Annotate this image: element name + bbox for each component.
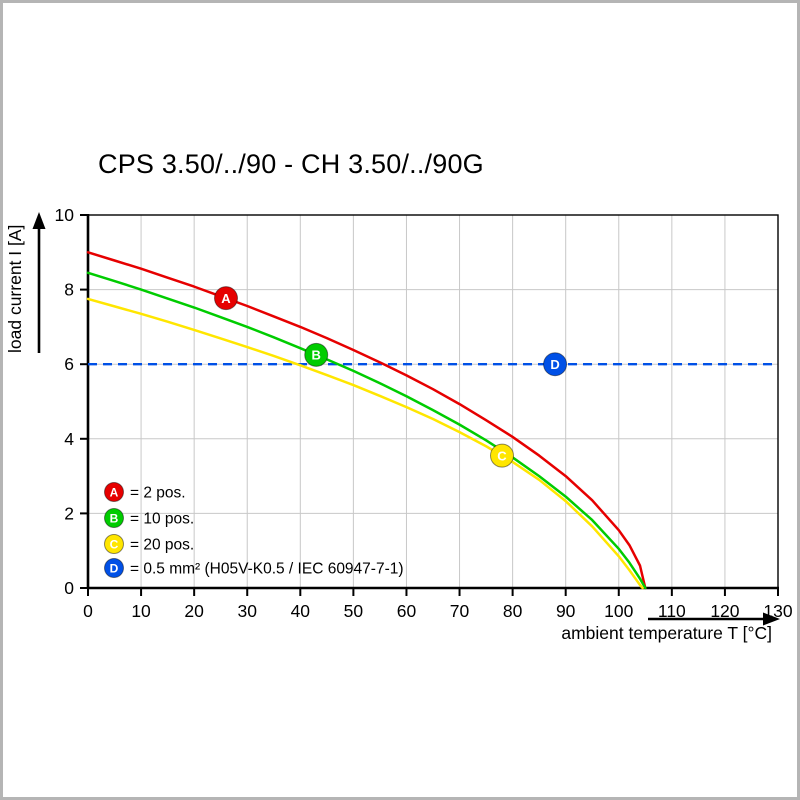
x-tick-label: 20 — [184, 601, 204, 621]
x-tick-label: 0 — [83, 601, 93, 621]
y-tick-label: 8 — [64, 280, 74, 300]
y-axis-arrowhead-icon — [32, 212, 46, 229]
x-tick-label: 60 — [397, 601, 417, 621]
x-tick-label: 50 — [344, 601, 364, 621]
y-tick-label: 0 — [64, 578, 74, 598]
legend-marker-C-icon — [104, 534, 124, 554]
y-axis-label: load current I [A] — [5, 224, 25, 354]
x-tick-label: 90 — [556, 601, 576, 621]
legend-text-C: = 20 pos. — [130, 537, 194, 554]
curve-A — [86, 251, 647, 590]
x-tick-label: 80 — [503, 601, 523, 621]
x-axis-arrowhead-icon — [763, 612, 780, 626]
curve-B — [86, 271, 647, 590]
x-tick-label: 100 — [604, 601, 633, 621]
chart-title: CPS 3.50/../90 - CH 3.50/../90G — [98, 149, 484, 179]
marker-C-letter: C — [497, 448, 507, 463]
curve-C — [86, 297, 644, 590]
x-tick-label: 10 — [131, 601, 151, 621]
marker-D-letter: D — [550, 357, 559, 372]
legend-marker-B-letter: B — [110, 511, 119, 525]
legend-marker-A-letter: A — [110, 485, 119, 499]
legend-text-D: = 0.5 mm² (H05V-K0.5 / IEC 60947-7-1) — [130, 561, 404, 578]
y-tick-label: 2 — [64, 503, 74, 523]
y-tick-label: 4 — [64, 429, 74, 449]
x-tick-label: 110 — [658, 601, 686, 621]
plot-area — [88, 215, 778, 588]
x-axis-label: ambient temperature T [°C] — [561, 623, 772, 643]
legend-marker-D-letter: D — [110, 561, 119, 575]
legend-marker-C-letter: C — [110, 537, 119, 551]
legend-marker-A-icon — [104, 482, 124, 502]
marker-A-icon — [214, 286, 238, 311]
x-tick-label: 40 — [291, 601, 311, 621]
marker-A-letter: A — [221, 291, 231, 306]
legend-text-B: = 10 pos. — [130, 511, 194, 528]
legend-text-A: = 2 pos. — [130, 485, 186, 502]
marker-B-letter: B — [312, 348, 321, 363]
y-tick-label: 10 — [55, 205, 75, 225]
y-tick-label: 6 — [64, 354, 74, 374]
x-tick-label: 120 — [710, 601, 739, 621]
legend-marker-D-icon — [104, 558, 124, 578]
x-tick-label: 30 — [237, 601, 257, 621]
marker-D-icon — [543, 352, 568, 377]
legend-marker-B-icon — [104, 508, 124, 528]
x-tick-label: 70 — [450, 601, 470, 621]
marker-C-icon — [490, 443, 514, 468]
marker-B-icon — [304, 342, 329, 367]
